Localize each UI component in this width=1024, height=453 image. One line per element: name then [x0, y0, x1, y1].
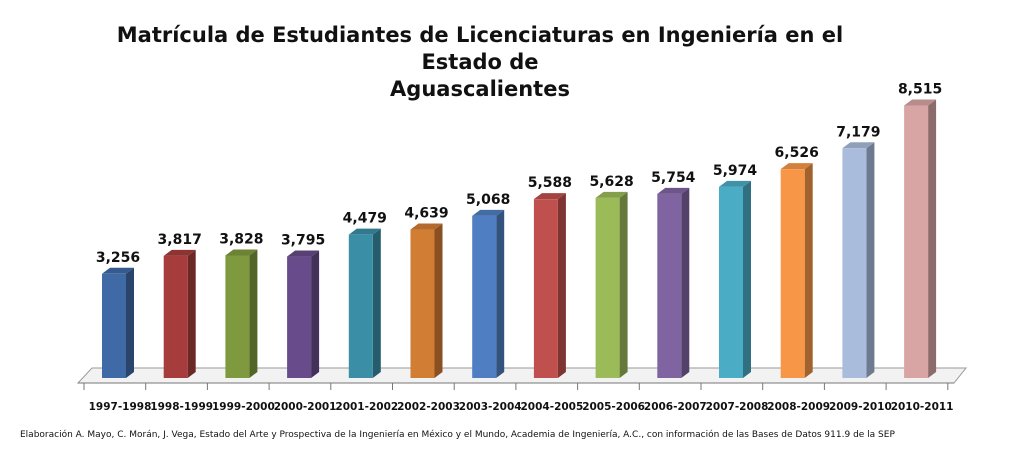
chart-title-line2: Aguascalientes	[390, 77, 570, 101]
bar-value-label: 5,974	[713, 163, 758, 179]
bar-top	[102, 267, 134, 274]
bar-top	[410, 223, 443, 230]
bar-value-label: 3,817	[158, 232, 202, 248]
bar	[780, 169, 805, 378]
bar-side	[619, 191, 628, 378]
bar-value-label: 6,526	[775, 145, 819, 161]
bar-side	[866, 142, 875, 378]
x-tick-label: 2004-2005	[520, 401, 583, 413]
bar	[102, 273, 126, 378]
bar-value-label: 5,588	[528, 175, 572, 191]
chart-floor	[76, 367, 968, 384]
x-tick-label: 2000-2001	[274, 401, 337, 413]
bar-side	[681, 187, 690, 378]
bar-top	[287, 250, 320, 257]
x-tick-label: 2006-2007	[644, 401, 707, 413]
bar	[595, 197, 620, 378]
bar	[657, 193, 682, 378]
x-tick-label: 2005-2006	[582, 401, 645, 413]
chart-title: Matrícula de Estudiantes de Licenciatura…	[80, 22, 880, 103]
bar-top	[225, 249, 258, 256]
bar-top	[842, 142, 875, 149]
bar-side	[557, 193, 566, 378]
bar-side	[249, 249, 258, 378]
bar-side	[496, 209, 505, 378]
x-tick-label: 2002-2003	[397, 401, 460, 413]
x-tick-label: 2008-2009	[767, 401, 830, 413]
bar-top	[163, 249, 196, 256]
bar	[225, 255, 250, 378]
bar-side	[743, 180, 751, 378]
x-tick-label: 1999-2000	[212, 401, 275, 413]
bar-top	[904, 99, 937, 106]
x-tick-label: 2009-2010	[829, 401, 892, 413]
bar-top	[472, 209, 505, 216]
bar	[163, 255, 188, 378]
bar-top	[595, 191, 628, 198]
x-tick-label: 1997-1998	[89, 401, 152, 413]
bar-top	[533, 193, 566, 200]
bar-value-label: 5,754	[651, 170, 696, 186]
bar-top	[348, 228, 381, 235]
bar	[410, 229, 435, 378]
bar-value-label: 4,639	[404, 206, 448, 222]
bar	[472, 215, 497, 378]
bar-top	[657, 187, 690, 194]
bar-side	[311, 250, 320, 378]
bar-side	[372, 228, 381, 378]
x-tick-label: 1998-1999	[150, 401, 213, 413]
bar	[287, 256, 312, 378]
bar-value-label: 5,068	[466, 192, 510, 208]
bar-top	[719, 180, 751, 187]
x-tick-label: 2003-2004	[459, 401, 522, 413]
bar	[842, 148, 867, 378]
bar-side	[187, 249, 196, 378]
bar	[348, 234, 373, 378]
bar	[719, 186, 743, 378]
chart-title-line1: Matrícula de Estudiantes de Licenciatura…	[116, 23, 844, 74]
bar-side	[804, 163, 813, 378]
bar-value-label: 8,515	[898, 82, 942, 98]
bar-value-label: 7,179	[836, 124, 880, 140]
bar-value-label: 3,256	[96, 250, 140, 266]
x-tick-label: 2007-2008	[706, 401, 769, 413]
source-note: Elaboración A. Mayo, C. Morán, J. Vega, …	[20, 430, 895, 440]
bar	[533, 199, 558, 378]
bar-value-label: 3,795	[281, 233, 325, 249]
x-tick-label: 2010-2011	[891, 401, 954, 413]
bar-value-label: 5,628	[589, 174, 633, 190]
bar-side	[126, 267, 134, 378]
x-tick-label: 2001-2002	[335, 401, 398, 413]
bar-side	[434, 223, 443, 378]
bar-top	[780, 163, 813, 170]
bar-value-label: 3,828	[219, 232, 263, 248]
bar-side	[928, 99, 937, 379]
bar	[904, 105, 929, 379]
bar-value-label: 4,479	[343, 211, 387, 227]
